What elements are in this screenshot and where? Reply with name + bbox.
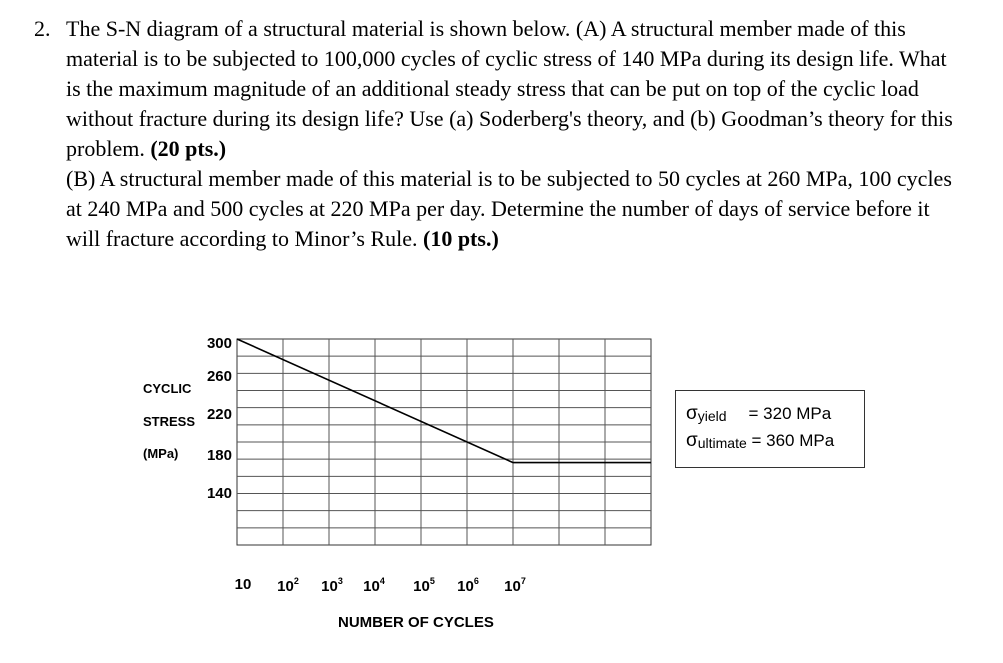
x-tick-label: 106: [446, 576, 490, 595]
part-a-points: (20 pts.): [150, 136, 227, 161]
part-b-text: (B) A structural member made of this mat…: [66, 164, 964, 254]
ultimate-strength-row: σultimate = 360 MPa: [686, 430, 834, 452]
x-tick-exponent: 6: [473, 576, 479, 586]
part-b-points: (10 pts.): [423, 226, 499, 251]
part-a-question: The S-N diagram of a structural material…: [66, 16, 953, 161]
chart-grid: [236, 338, 652, 546]
y-tick-label: 220: [206, 406, 232, 423]
x-tick-label: 107: [493, 576, 537, 595]
yield-strength-row: σyield = 320 MPa: [686, 403, 831, 425]
x-tick-base: 10: [363, 578, 380, 595]
x-tick-label: 102: [266, 576, 310, 595]
sigma-symbol: σ: [686, 430, 698, 451]
problem-number: 2.: [34, 16, 51, 41]
yield-subscript: yield: [697, 408, 727, 424]
chart-series: [236, 338, 651, 464]
sn-curve: [236, 338, 651, 464]
x-tick-exponent: 4: [379, 576, 385, 586]
y-tick-label: 300: [206, 335, 232, 352]
yield-strength-value: = 320 MPa: [748, 404, 832, 423]
y-axis-label-line-1: CYCLIC: [143, 381, 192, 396]
material-properties-box: σyield = 320 MPa σultimate = 360 MPa: [675, 390, 865, 468]
x-tick-base: 10: [277, 578, 294, 595]
x-tick-exponent: 3: [337, 576, 343, 586]
x-tick-label: 104: [352, 576, 396, 595]
part-b-question: (B) A structural member made of this mat…: [66, 166, 952, 251]
problem-statement: 2. The S-N diagram of a structural mater…: [34, 14, 964, 254]
x-axis-label: NUMBER OF CYCLES: [338, 614, 494, 631]
x-tick-base: 10: [413, 578, 430, 595]
x-tick-base: 10: [234, 576, 252, 593]
x-tick-label: 10: [221, 576, 265, 593]
y-tick-label: 140: [206, 485, 232, 502]
x-tick-base: 10: [504, 578, 521, 595]
x-tick-exponent: 2: [293, 576, 299, 586]
x-tick-base: 10: [321, 578, 338, 595]
x-tick-label: 105: [402, 576, 446, 595]
x-tick-label: 103: [310, 576, 354, 595]
y-axis-label-line-3: (MPa): [143, 446, 179, 461]
x-tick-exponent: 7: [520, 576, 526, 586]
y-tick-label: 260: [206, 368, 232, 385]
x-tick-base: 10: [457, 578, 474, 595]
ultimate-subscript: ultimate: [697, 435, 747, 451]
y-axis-label-line-2: STRESS: [143, 414, 196, 429]
x-tick-exponent: 5: [429, 576, 435, 586]
ultimate-strength-value: = 360 MPa: [751, 431, 835, 450]
sigma-symbol: σ: [686, 403, 698, 424]
part-a-text: The S-N diagram of a structural material…: [66, 14, 964, 164]
y-tick-label: 180: [206, 447, 232, 464]
